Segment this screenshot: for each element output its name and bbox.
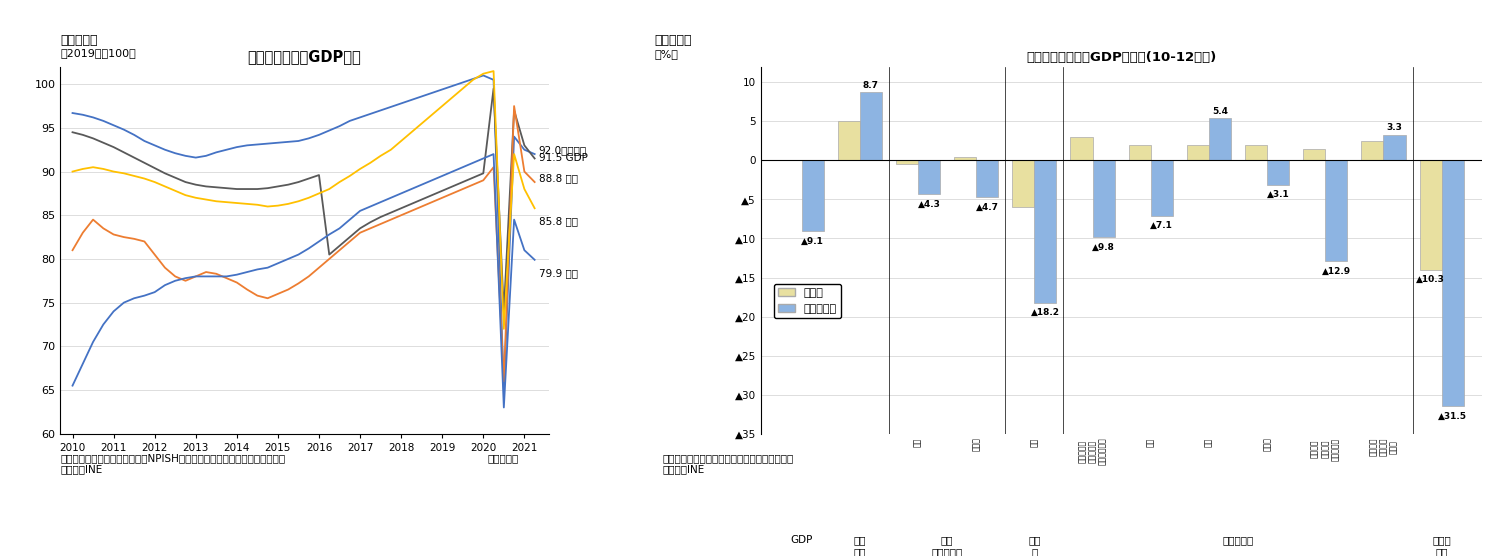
Text: （%）: （%） [655,49,679,59]
Text: ▲4.7: ▲4.7 [975,202,999,212]
Text: （四半期）: （四半期） [488,453,519,463]
Text: GDP: GDP [790,535,813,545]
Text: 5.4: 5.4 [1212,107,1228,116]
Text: 88.8 投資: 88.8 投資 [539,173,578,183]
Text: ▲7.1: ▲7.1 [1150,221,1174,230]
Text: ▲12.9: ▲12.9 [1321,266,1351,276]
Text: ▲18.2: ▲18.2 [1031,308,1060,317]
Text: （資料）INE: （資料）INE [60,464,102,474]
Bar [1442,161,1464,406]
Text: （注）季節調整値、データラベルは前年同期比: （注）季節調整値、データラベルは前年同期比 [662,453,793,463]
Bar [1326,161,1347,261]
Text: ビジネス
サービス
専門・管理: ビジネス サービス 専門・管理 [1311,438,1341,461]
Text: 79.9 輸出: 79.9 輸出 [539,268,578,278]
Bar [918,161,941,194]
Bar [802,161,823,231]
Bar [1209,118,1231,161]
Title: スペインの産業別GDP成長率(10-12月期): スペインの産業別GDP成長率(10-12月期) [1026,51,1216,64]
Text: 92.0個人消費: 92.0個人消費 [539,145,587,155]
Text: 情報: 情報 [1147,438,1156,447]
Bar [1070,137,1093,161]
Text: ▲3.1: ▲3.1 [1267,190,1290,199]
Text: サービス業: サービス業 [1222,535,1254,545]
Text: ▲10.3: ▲10.3 [1416,275,1445,284]
Bar [1013,161,1034,207]
Text: 8.7: 8.7 [862,81,879,90]
Text: 農林
水産
業: 農林 水産 業 [853,535,865,556]
Bar [1129,145,1151,161]
Bar [838,121,859,161]
Bar [977,161,998,197]
Text: 85.8 輸入: 85.8 輸入 [539,216,578,226]
Text: 工業
（建設除）: 工業 （建設除） [932,535,963,556]
Text: 税・補
助金: 税・補 助金 [1433,535,1451,556]
Bar [954,156,977,161]
Text: ▲9.8: ▲9.8 [1093,242,1115,251]
Bar [1303,148,1326,161]
Text: （注）季節調整値、個人消費にNPISH（対民間非営利サービス）は含まない: （注）季節調整値、個人消費にNPISH（対民間非営利サービス）は含まない [60,453,286,463]
Text: ビジネス
サービス
教育等: ビジネス サービス 教育等 [1368,438,1398,456]
Bar [1187,145,1209,161]
Text: 製造業: 製造業 [972,438,981,451]
Bar [1267,161,1290,185]
Bar [1383,135,1406,161]
Bar [1093,161,1115,237]
Text: 全体: 全体 [1029,438,1038,447]
Text: ▲9.1: ▲9.1 [801,237,825,246]
Legend: 前期比, 前年同期比: 前期比, 前年同期比 [774,284,841,318]
Title: スペインの実質GDP水準: スペインの実質GDP水準 [248,49,361,64]
Bar [1362,141,1383,161]
Text: 金融: 金融 [1204,438,1213,447]
Bar [859,92,882,161]
Text: 不動産: 不動産 [1263,438,1272,451]
Text: 91.5 GDP: 91.5 GDP [539,153,587,163]
Text: 3.3: 3.3 [1386,123,1403,132]
Text: 建設
業: 建設 業 [1028,535,1040,556]
Text: （資料）INE: （資料）INE [662,464,704,474]
Bar [1034,161,1057,302]
Text: ▲4.3: ▲4.3 [918,200,941,208]
Text: （2019年＝100）: （2019年＝100） [60,48,135,58]
Bar [1245,145,1267,161]
Bar [1151,161,1172,216]
Text: 卸・小売・
運輸・飲食
・住居・食品: 卸・小売・ 運輸・飲食 ・住居・食品 [1078,438,1108,465]
Text: 全体: 全体 [914,438,923,447]
Text: ▲31.5: ▲31.5 [1439,412,1467,421]
Text: （図表６）: （図表６） [655,34,692,47]
Bar [895,161,918,165]
Bar [1419,161,1442,270]
Text: （図表５）: （図表５） [60,34,98,47]
